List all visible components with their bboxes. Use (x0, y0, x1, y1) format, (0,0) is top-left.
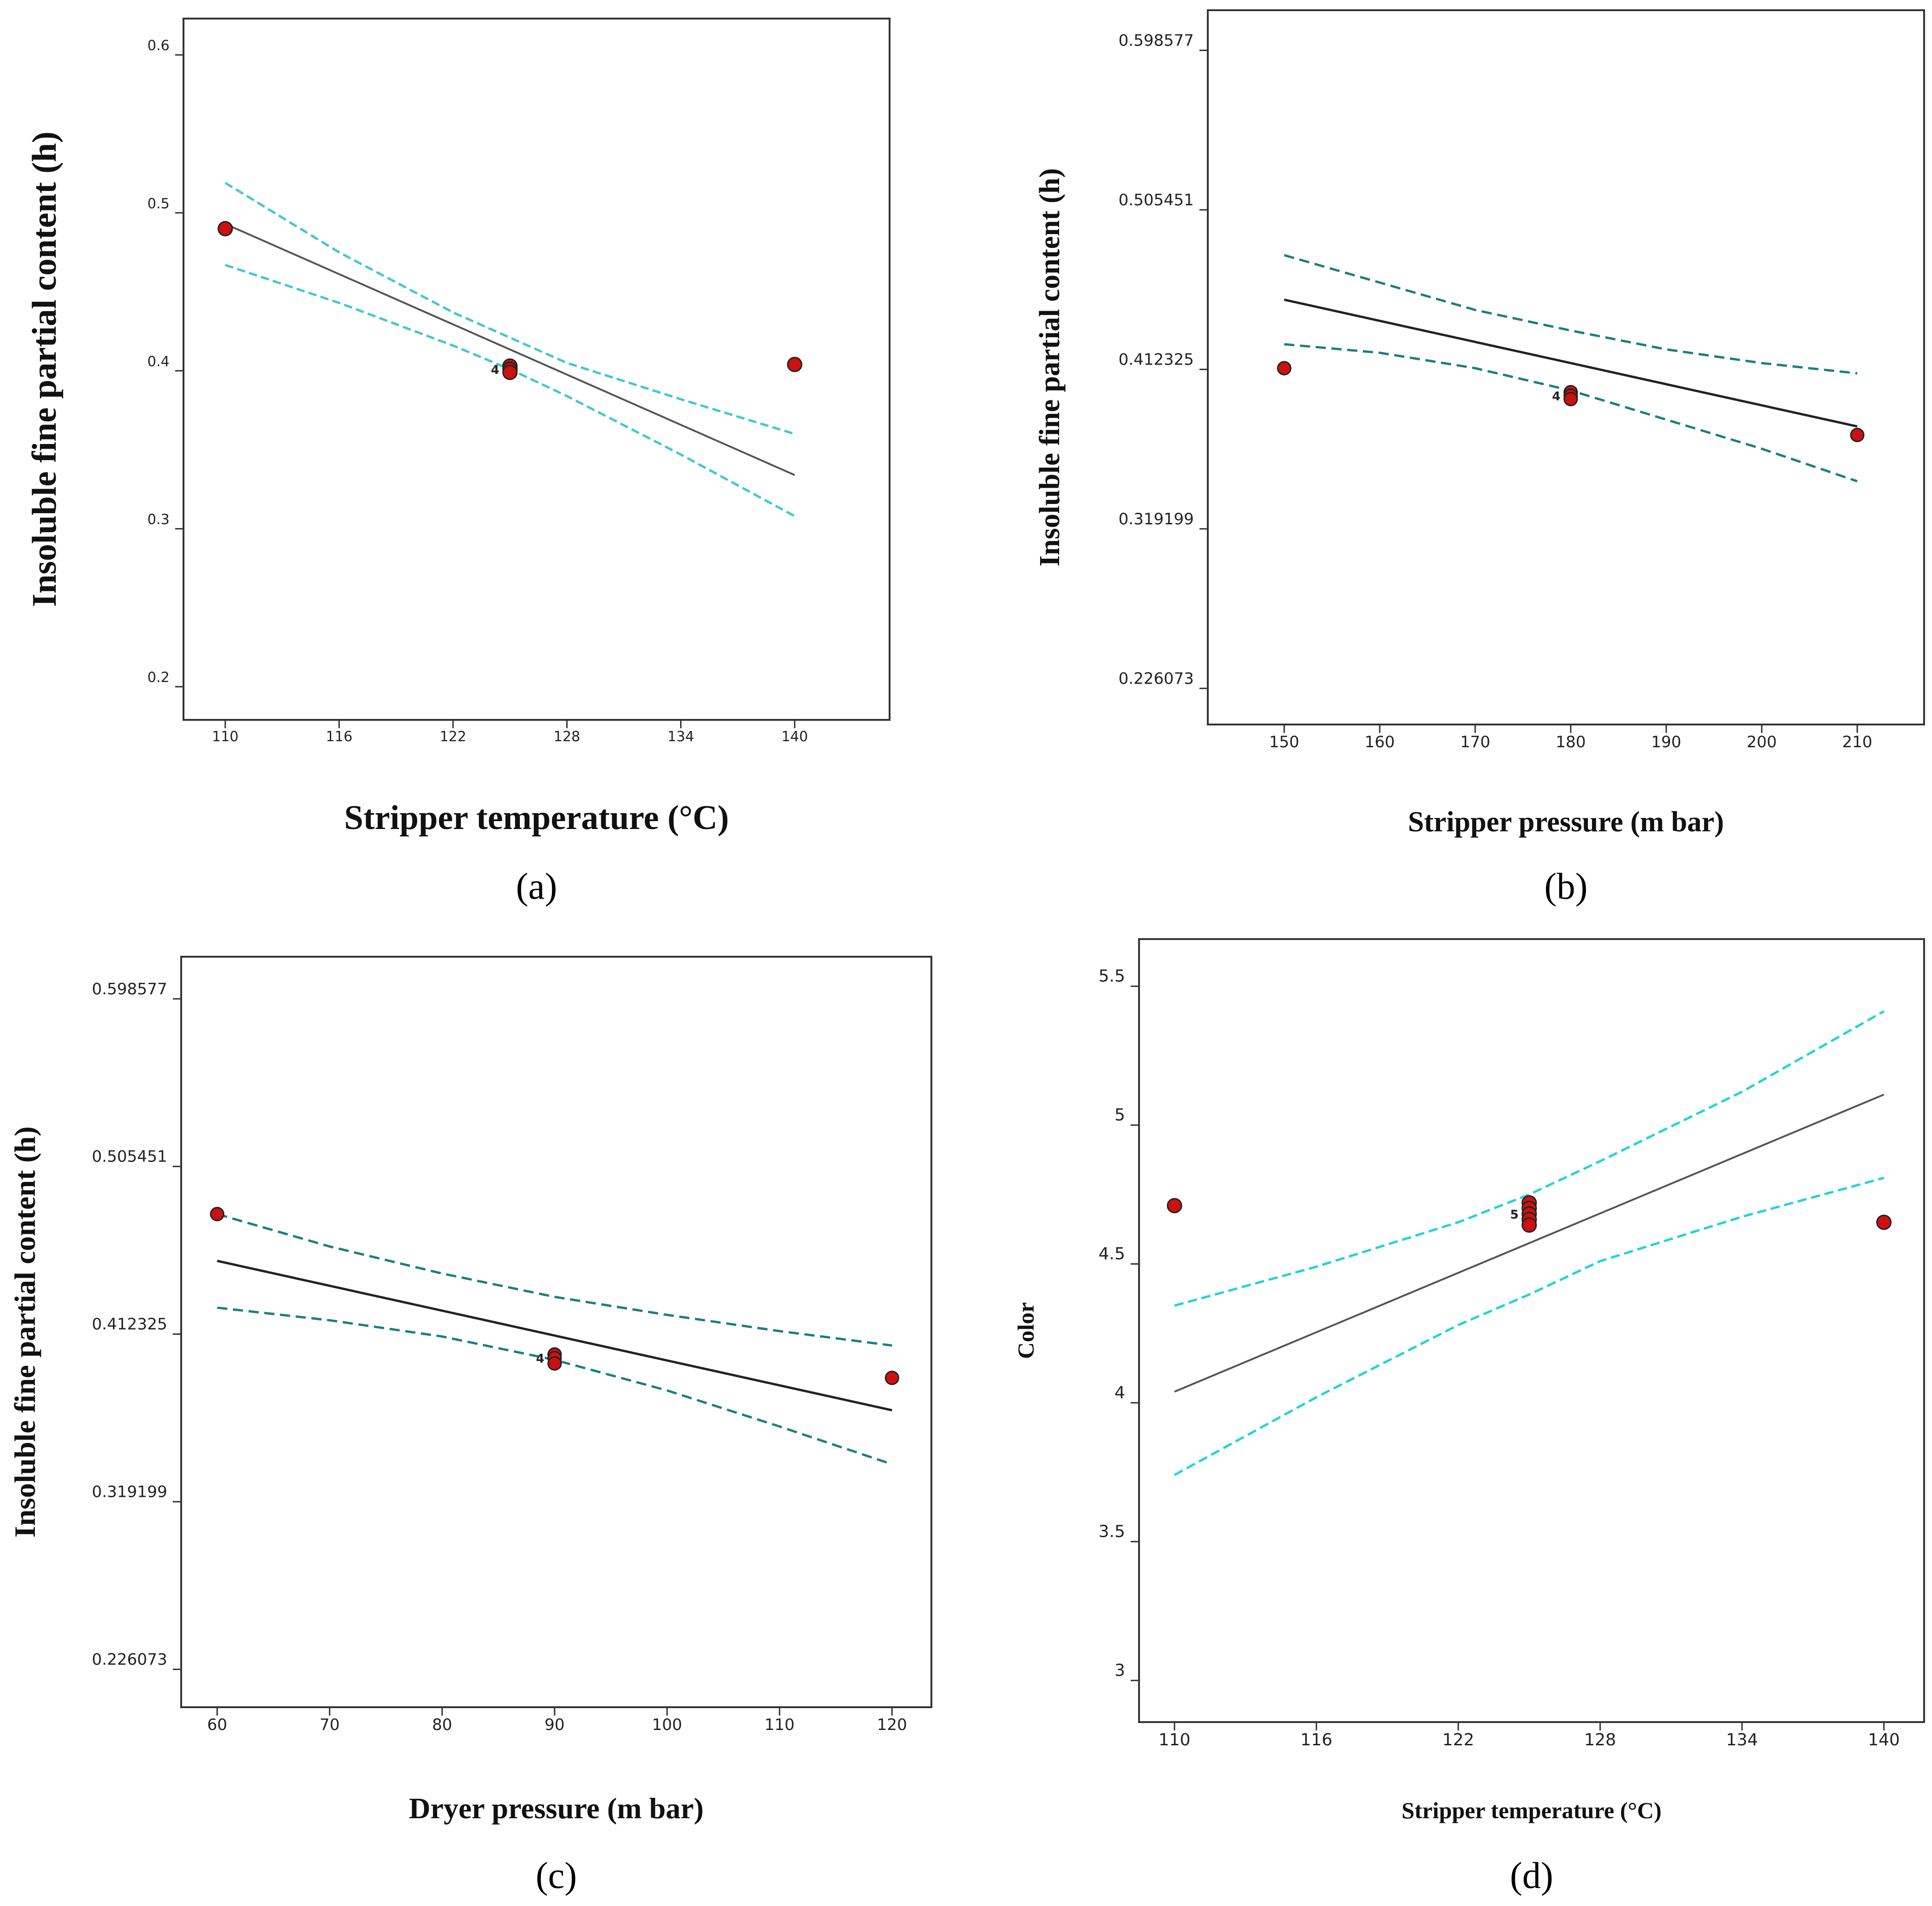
y-axis-title: Color (1013, 1302, 1039, 1359)
y-tick-label: 0.412325 (1119, 350, 1194, 369)
x-tick-label: 170 (1460, 733, 1490, 751)
panel-caption: (d) (1510, 1855, 1553, 1896)
fit-line (216, 1260, 892, 1412)
chart-panel-d: 110 116 122 128 134 140 3 3.5 4 4.5 5 5.5 5 Stripper … (1013, 938, 1925, 1896)
y-tick-label: 0.319199 (92, 1482, 167, 1501)
y-tick-label: 0.6 (147, 38, 170, 54)
data-point (884, 1371, 899, 1385)
y-tick-label: 0.505451 (92, 1148, 167, 1166)
fit-line (225, 223, 795, 476)
x-axis-title: Dryer pressure (m bar) (409, 1792, 704, 1825)
x-axis-title: Stripper temperature (°C) (1402, 1797, 1662, 1823)
y-tick-label: 0.319199 (1119, 510, 1194, 529)
panel-caption: (a) (516, 866, 557, 907)
y-tick-label: 0.598577 (1119, 31, 1194, 50)
y-axis-title: Insoluble fine partial content (h) (8, 1126, 41, 1537)
chart-panel-c: 60 70 80 90 100 110 120 0.226073 0.319199 0.41232… (8, 956, 932, 1896)
y-tick-label: 5 (1114, 1106, 1125, 1125)
ci-lower-line (1174, 1176, 1885, 1476)
y-tick-label: 0.505451 (1119, 191, 1194, 209)
data-point (502, 365, 518, 380)
y-tick-label: 0.2 (147, 670, 170, 686)
x-tick-label: 116 (326, 729, 352, 745)
x-tick-label: 60 (207, 1716, 227, 1734)
x-axis-title: Stripper pressure (m bar) (1408, 806, 1724, 838)
y-tick-label: 0.412325 (92, 1315, 167, 1334)
x-axis-title: Stripper temperature (°C) (344, 799, 729, 837)
y-tick-label: 5.5 (1099, 967, 1125, 986)
replicate-count-label: 4 (536, 1352, 544, 1366)
x-tick-label: 150 (1269, 733, 1299, 751)
fit-line (1284, 298, 1858, 428)
x-tick-label: 140 (781, 729, 808, 745)
data-point (1876, 1214, 1892, 1230)
replicate-count-label: 5 (1510, 1208, 1519, 1222)
y-tick-label: 3 (1114, 1661, 1125, 1680)
chart-panel-a: 110 116 122 128 134 140 0.2 0.3 0.4 0.5 0.6 4 Stripp… (26, 18, 891, 907)
x-tick-label: 128 (1584, 1730, 1616, 1749)
data-point (1277, 361, 1291, 376)
replicate-count-label: 4 (1552, 390, 1560, 404)
y-axis-title: Insoluble fine partial content (h) (26, 131, 64, 607)
x-tick-label: 70 (320, 1716, 340, 1734)
x-tick-label: 210 (1842, 733, 1873, 751)
plot-frame (1138, 938, 1925, 1723)
chart-panel-b: 150 160 170 180 190 200 210 0.226073 0.319199 0.4… (1034, 9, 1925, 907)
y-tick-label: 0.226073 (1119, 669, 1194, 688)
ci-upper-line (1174, 1010, 1885, 1307)
x-tick-label: 190 (1651, 733, 1681, 751)
plot-frame (1207, 9, 1925, 725)
x-tick-label: 140 (1868, 1730, 1900, 1749)
data-point (787, 357, 803, 372)
data-point (217, 221, 233, 236)
x-tick-label: 90 (544, 1716, 564, 1734)
y-tick-label: 0.3 (147, 511, 170, 528)
y-tick-label: 4.5 (1099, 1245, 1125, 1264)
ci-upper-line (1284, 254, 1858, 375)
y-tick-label: 0.598577 (92, 980, 167, 999)
x-tick-label: 110 (212, 729, 238, 745)
x-tick-label: 120 (877, 1716, 907, 1734)
x-tick-label: 100 (652, 1716, 682, 1734)
panel-caption: (b) (1544, 866, 1587, 907)
ci-upper-line (224, 182, 795, 435)
y-axis-title: Insoluble fine partial content (h) (1034, 168, 1066, 567)
x-tick-label: 110 (765, 1716, 795, 1734)
y-tick-label: 4 (1114, 1383, 1125, 1402)
x-tick-label: 122 (440, 729, 466, 745)
x-tick-label: 122 (1442, 1730, 1474, 1749)
data-point (547, 1356, 562, 1371)
replicate-count-label: 4 (491, 363, 499, 377)
x-tick-label: 160 (1365, 733, 1395, 751)
data-point (1521, 1217, 1537, 1233)
data-point (1563, 392, 1578, 406)
y-tick-label: 0.4 (147, 353, 170, 370)
panel-caption: (c) (536, 1855, 577, 1896)
ci-upper-line (216, 1213, 892, 1347)
data-point (1166, 1198, 1182, 1214)
plot-frame (183, 18, 891, 721)
x-tick-label: 134 (1726, 1730, 1758, 1749)
plot-frame (180, 956, 932, 1708)
x-tick-label: 110 (1159, 1730, 1191, 1749)
data-point (1850, 428, 1865, 443)
data-point (210, 1207, 224, 1221)
x-tick-label: 134 (668, 729, 694, 745)
x-tick-label: 128 (554, 729, 580, 745)
x-tick-label: 116 (1300, 1730, 1332, 1749)
x-tick-label: 80 (432, 1716, 452, 1734)
y-tick-label: 0.5 (147, 196, 170, 212)
x-tick-label: 180 (1556, 733, 1586, 751)
fit-line (1174, 1093, 1885, 1393)
x-tick-label: 200 (1747, 733, 1777, 751)
y-tick-label: 0.226073 (92, 1650, 167, 1669)
y-tick-label: 3.5 (1099, 1522, 1125, 1541)
